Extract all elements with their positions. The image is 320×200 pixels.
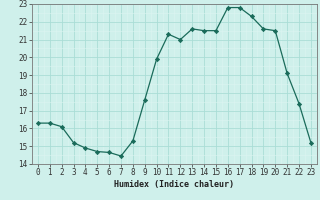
X-axis label: Humidex (Indice chaleur): Humidex (Indice chaleur)	[115, 180, 234, 189]
